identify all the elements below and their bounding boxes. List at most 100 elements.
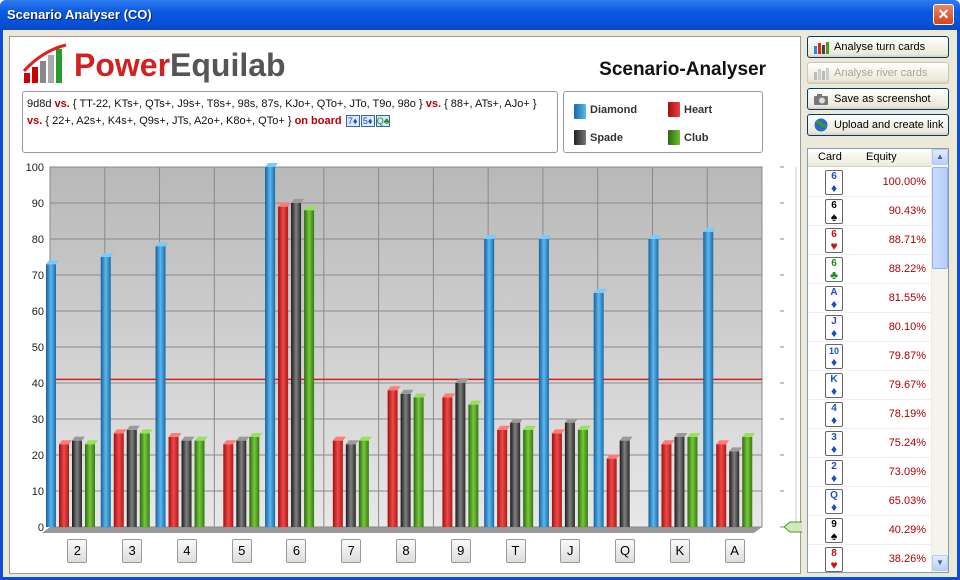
- x-tick-label: 5: [231, 539, 252, 563]
- save-screenshot-label: Save as screenshot: [834, 93, 931, 105]
- equity-value: 65.03%: [888, 495, 926, 507]
- x-tick-label: Q: [615, 539, 636, 563]
- upload-link-button[interactable]: Upload and create link: [807, 114, 949, 136]
- logo-bars-icon: [22, 43, 67, 83]
- bar-top-heart: [113, 429, 127, 434]
- x-tick-label: 9: [450, 539, 471, 563]
- equity-value: 88.22%: [888, 263, 926, 275]
- y-tick-label: 10: [32, 486, 44, 498]
- analyse-river-button[interactable]: Analyse river cards: [807, 62, 949, 84]
- col-equity[interactable]: Equity: [866, 151, 897, 163]
- bar-heart: [606, 458, 617, 527]
- bar-diamond: [593, 293, 604, 527]
- legend-club: Club: [684, 132, 709, 144]
- logo: PowerEquilab: [22, 41, 312, 85]
- bar-top-spade: [619, 436, 633, 441]
- bar-top-spade: [291, 199, 305, 203]
- scroll-down-button[interactable]: ▼: [932, 555, 948, 571]
- bar-top-spade: [564, 418, 578, 423]
- bar-club: [304, 210, 315, 527]
- card-icon: 6 ♥: [825, 228, 843, 253]
- title-bar[interactable]: Scenario Analyser (CO) ✕: [0, 0, 960, 30]
- y-tick-label: 60: [32, 306, 44, 318]
- card-icon: 9 ♠: [825, 518, 843, 543]
- x-tick-label: 4: [176, 539, 197, 563]
- y-tick-label: 50: [32, 342, 44, 354]
- equity-value: 90.43%: [888, 205, 926, 217]
- table-row[interactable]: 6 ♣ 88.22%: [808, 255, 932, 284]
- bar-club: [687, 437, 698, 527]
- card-icon: 6 ♣: [825, 257, 843, 282]
- save-screenshot-button[interactable]: Save as screenshot: [807, 88, 949, 110]
- bar-top-spade: [674, 433, 688, 437]
- table-row[interactable]: 9 ♠ 40.29%: [808, 516, 932, 545]
- legend: Diamond Heart Spade Club: [563, 91, 763, 153]
- bar-spade: [729, 451, 740, 527]
- scroll-up-button[interactable]: ▲: [932, 149, 948, 165]
- card-rank: Q: [830, 490, 838, 501]
- bar-top-club: [577, 425, 591, 430]
- table-row[interactable]: 6 ♠ 90.43%: [808, 197, 932, 226]
- main-panel: PowerEquilab Scenario-Analyser 9d8d vs. …: [9, 36, 802, 574]
- bar-top-heart: [387, 386, 401, 391]
- analyse-river-label: Analyse river cards: [834, 67, 928, 79]
- table-row[interactable]: 3 ♦ 75.24%: [808, 429, 932, 458]
- range-2: { 88+, ATs+, AJo+ }: [444, 98, 537, 110]
- card-icon: Q ♦: [825, 489, 843, 514]
- bar-club: [358, 440, 369, 527]
- card-suit: ♠: [830, 529, 838, 543]
- card-suit: ♥: [830, 239, 838, 253]
- bar-top-spade: [72, 436, 85, 441]
- table-row[interactable]: Q ♦ 65.03%: [808, 487, 932, 516]
- analyse-turn-button[interactable]: Analyse turn cards: [807, 36, 949, 58]
- col-card[interactable]: Card: [818, 151, 842, 163]
- legend-swatch-diamond: [574, 104, 586, 119]
- card-icon: 4 ♦: [825, 402, 843, 427]
- x-tick-label: 6: [286, 539, 307, 563]
- table-row[interactable]: 6 ♥ 88.71%: [808, 226, 932, 255]
- bar-spade: [455, 383, 466, 527]
- y-tick-label: 90: [32, 198, 44, 210]
- table-scrollbar[interactable]: ▲ ▼: [931, 149, 948, 572]
- bar-diamond: [46, 264, 56, 527]
- table-row[interactable]: 10 ♦ 79.87%: [808, 342, 932, 371]
- x-tick-label: J: [560, 539, 581, 563]
- close-button[interactable]: ✕: [933, 4, 954, 25]
- bar-top-spade: [510, 418, 524, 423]
- bar-heart: [387, 390, 398, 527]
- bar-top-club: [249, 433, 263, 437]
- card-suit: ♦: [830, 384, 838, 398]
- bar-top-diamond: [538, 235, 552, 239]
- legend-swatch-heart: [668, 102, 680, 117]
- scroll-thumb[interactable]: [932, 167, 948, 269]
- bar-top-spade: [345, 440, 359, 445]
- table-row[interactable]: 8 ♥ 38.26%: [808, 545, 932, 572]
- bar-top-diamond: [100, 253, 114, 257]
- table-row[interactable]: 6 ♦ 100.00%: [808, 168, 932, 197]
- table-header: Card Equity: [808, 149, 932, 167]
- bar-spade: [510, 422, 521, 527]
- table-row[interactable]: K ♦ 79.67%: [808, 371, 932, 400]
- board-card: 5♦: [360, 115, 375, 128]
- card-icon: A ♦: [825, 286, 843, 311]
- board-card: Q♣: [375, 115, 390, 128]
- board-cards: 7♦ 5♦ Q♣: [345, 115, 390, 128]
- card-suit: ♦: [830, 500, 838, 514]
- bar-top-spade: [236, 436, 250, 441]
- bar-chart-icon: [814, 68, 829, 80]
- table-row[interactable]: 4 ♦ 78.19%: [808, 400, 932, 429]
- legend-swatch-spade: [574, 130, 586, 145]
- table-row[interactable]: 2 ♦ 73.09%: [808, 458, 932, 487]
- card-rank: 9: [831, 519, 837, 530]
- bar-top-heart: [223, 440, 237, 445]
- card-icon: 6 ♦: [825, 170, 843, 195]
- table-row[interactable]: A ♦ 81.55%: [808, 284, 932, 313]
- card-suit: ♦: [830, 471, 838, 485]
- logo-text-power: Power: [74, 47, 171, 83]
- analyse-turn-label: Analyse turn cards: [834, 41, 926, 53]
- bar-top-heart: [59, 440, 72, 445]
- table-row[interactable]: J ♦ 80.10%: [808, 313, 932, 342]
- bar-top-club: [523, 425, 537, 430]
- bar-top-spade: [400, 389, 414, 394]
